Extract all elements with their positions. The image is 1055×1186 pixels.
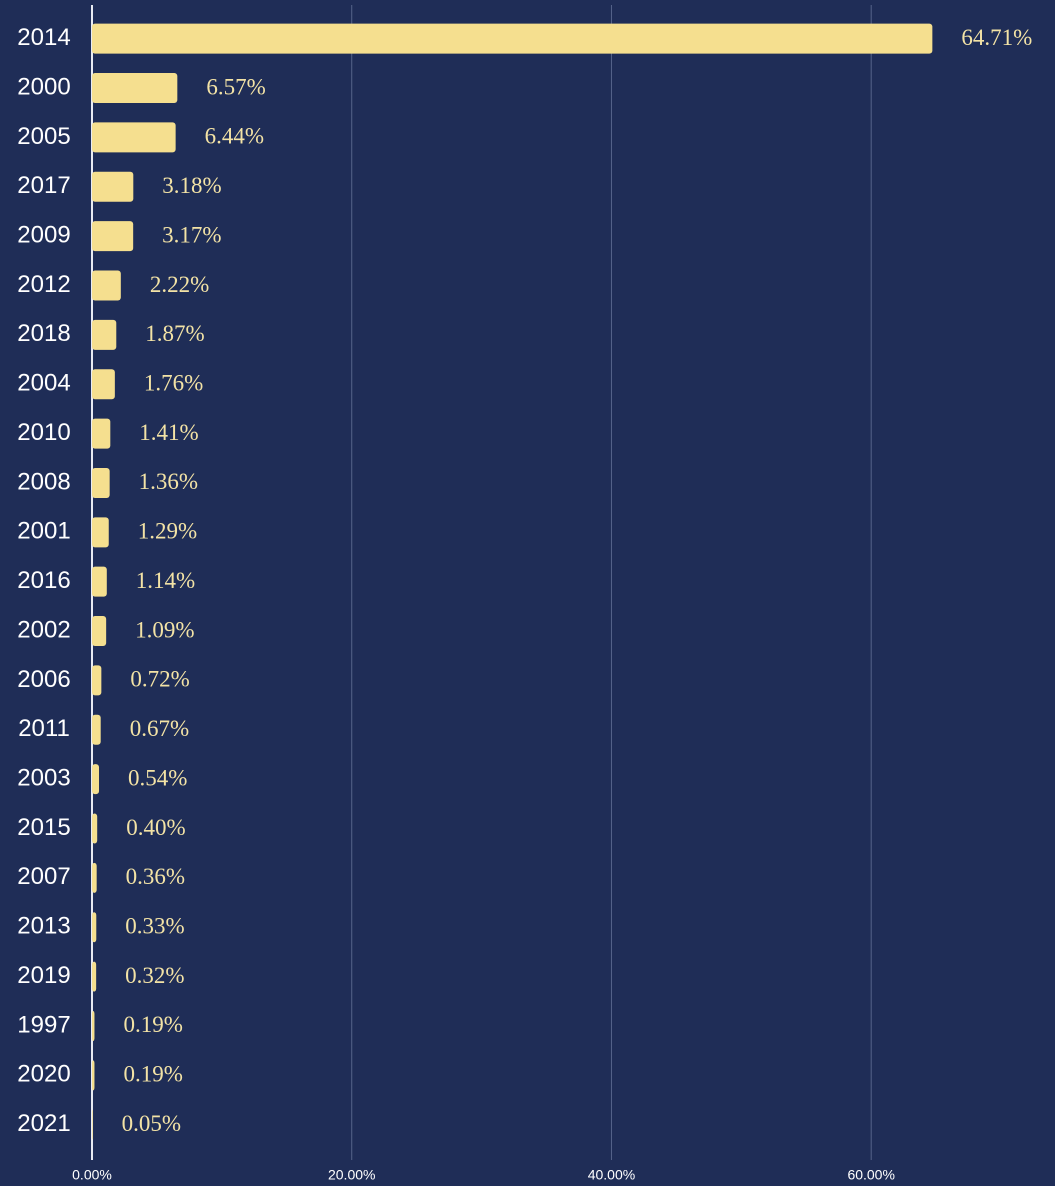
bar (92, 1109, 93, 1140)
bar (92, 1060, 95, 1091)
value-label: 1.87% (145, 321, 204, 346)
y-tick-label: 2017 (17, 172, 70, 199)
bar (92, 566, 107, 597)
y-tick-label: 2005 (17, 123, 70, 150)
y-tick-label: 1997 (17, 1011, 70, 1038)
value-label: 0.72% (130, 667, 189, 692)
bar (92, 813, 98, 844)
bar (92, 714, 101, 745)
value-label: 2.22% (150, 272, 209, 297)
value-label: 3.17% (162, 222, 221, 247)
value-label: 1.14% (136, 568, 195, 593)
value-label: 0.67% (130, 716, 189, 741)
bar (92, 369, 115, 400)
y-tick-label: 2012 (17, 271, 70, 298)
bar (92, 665, 102, 696)
bar (92, 467, 110, 498)
value-label: 0.32% (125, 963, 184, 988)
bar (92, 764, 100, 795)
y-tick-label: 2014 (17, 24, 70, 51)
y-tick-label: 2011 (18, 715, 70, 742)
x-tick-label: 60.00% (847, 1167, 894, 1183)
bar (92, 912, 97, 943)
value-label: 1.29% (138, 519, 197, 544)
value-label: 0.33% (125, 914, 184, 939)
bar (92, 270, 121, 301)
y-tick-label: 2021 (17, 1110, 70, 1137)
value-label: 0.36% (126, 864, 185, 889)
value-label: 0.19% (123, 1062, 182, 1087)
value-label: 0.05% (122, 1111, 181, 1136)
value-label: 0.40% (126, 815, 185, 840)
bar (92, 961, 97, 992)
value-label: 1.36% (139, 469, 198, 494)
y-tick-label: 2016 (17, 567, 70, 594)
y-tick-label: 2007 (17, 863, 70, 890)
bar (92, 418, 111, 449)
x-tick-label: 40.00% (588, 1167, 635, 1183)
y-tick-label: 2019 (17, 962, 70, 989)
y-tick-label: 2000 (17, 73, 70, 100)
bar (92, 319, 117, 350)
bar (92, 23, 933, 54)
bar (92, 171, 134, 202)
y-tick-label: 2013 (17, 913, 70, 940)
y-tick-label: 2015 (17, 814, 70, 841)
value-label: 1.09% (135, 617, 194, 642)
value-label: 1.41% (139, 420, 198, 445)
value-label: 6.57% (206, 74, 265, 99)
value-label: 6.44% (205, 124, 264, 149)
y-tick-label: 2018 (17, 320, 70, 347)
y-tick-label: 2001 (17, 518, 70, 545)
value-label: 0.19% (123, 1012, 182, 1037)
y-tick-label: 2008 (17, 468, 70, 495)
bar (92, 221, 134, 252)
y-tick-label: 2020 (17, 1061, 70, 1088)
y-tick-label: 2010 (17, 419, 70, 446)
x-tick-label: 20.00% (328, 1167, 375, 1183)
value-label: 3.18% (162, 173, 221, 198)
value-label: 64.71% (961, 25, 1032, 50)
bar (92, 616, 107, 647)
bar (92, 73, 178, 104)
bar (92, 1010, 95, 1041)
y-tick-label: 2003 (17, 764, 70, 791)
value-label: 1.76% (144, 371, 203, 396)
y-tick-label: 2006 (17, 666, 70, 693)
x-tick-label: 0.00% (72, 1167, 112, 1183)
y-tick-label: 2004 (17, 370, 70, 397)
y-tick-label: 2002 (17, 616, 70, 643)
bar (92, 517, 109, 548)
bar (92, 122, 176, 153)
y-tick-label: 2009 (17, 221, 70, 248)
value-label: 0.54% (128, 765, 187, 790)
bar (92, 862, 97, 893)
